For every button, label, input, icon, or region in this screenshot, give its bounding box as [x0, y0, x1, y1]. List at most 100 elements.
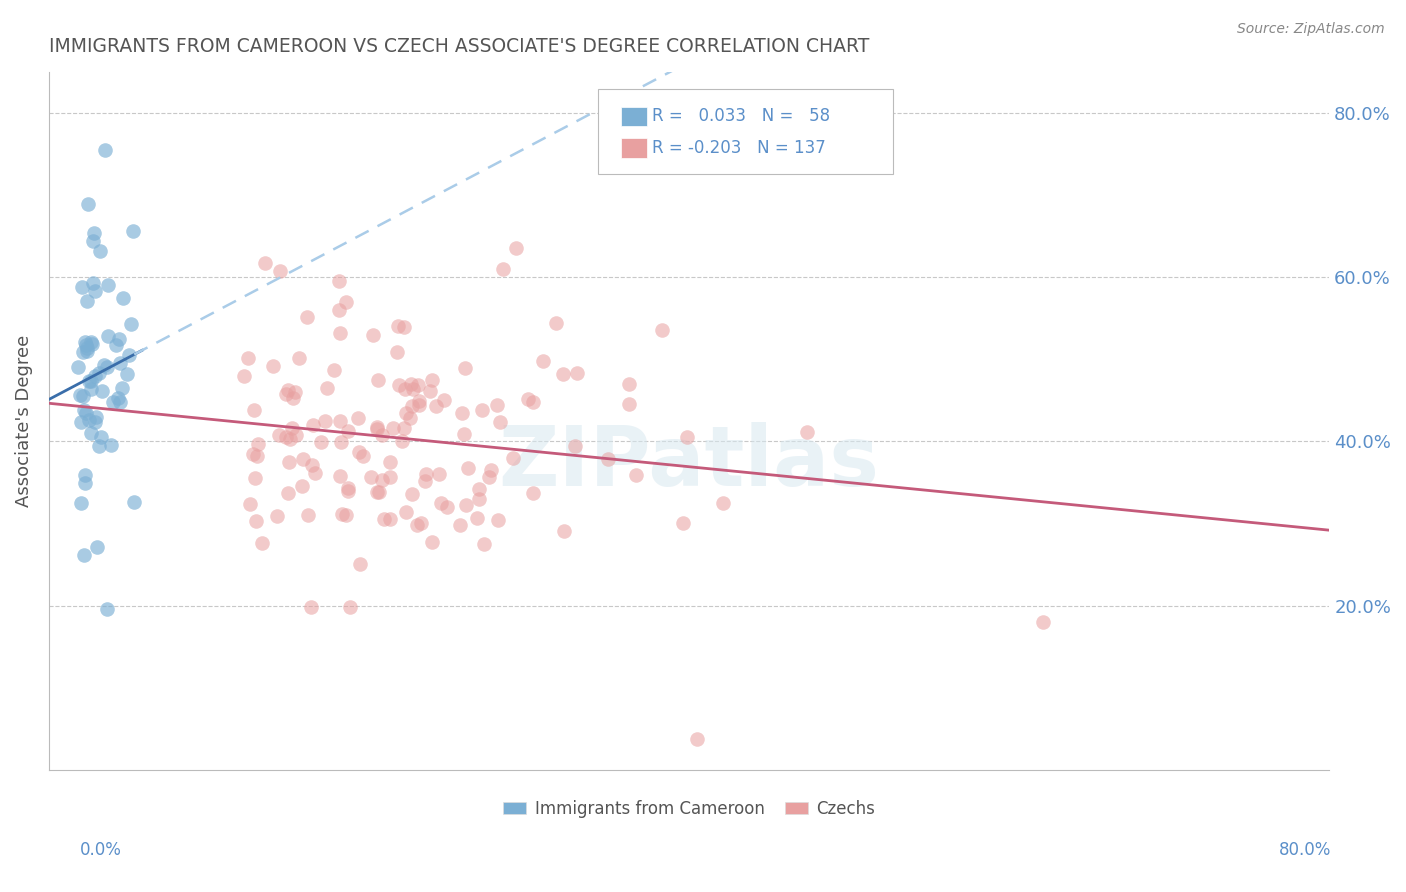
Point	[278, 432, 301, 446]
Point	[72, 389, 94, 403]
Point	[472, 537, 495, 551]
Point	[67, 359, 90, 374]
Point	[245, 471, 267, 485]
Point	[408, 394, 430, 409]
Point	[328, 303, 350, 318]
Point	[335, 294, 357, 309]
Point	[402, 382, 425, 396]
Point	[122, 495, 145, 509]
Point	[91, 384, 114, 398]
Point	[281, 421, 304, 435]
Point	[242, 447, 264, 461]
Point	[361, 328, 384, 343]
Point	[304, 467, 326, 481]
Point	[110, 395, 132, 409]
Point	[489, 415, 512, 429]
Point	[84, 415, 107, 429]
Point	[278, 455, 301, 469]
Point	[89, 244, 111, 258]
Point	[245, 514, 267, 528]
Point	[671, 516, 693, 531]
Point	[436, 500, 458, 515]
Point	[394, 382, 416, 396]
Point	[281, 391, 304, 405]
Text: R = -0.203   N = 137: R = -0.203 N = 137	[652, 139, 827, 157]
Point	[425, 399, 447, 413]
Point	[394, 504, 416, 518]
Point	[314, 414, 336, 428]
Point	[80, 337, 103, 351]
Point	[76, 341, 98, 355]
Point	[309, 434, 332, 449]
Point	[287, 351, 309, 365]
Point	[478, 470, 501, 484]
Point	[80, 334, 103, 349]
Point	[299, 599, 322, 614]
Point	[105, 338, 128, 352]
Point	[373, 512, 395, 526]
Point	[468, 492, 491, 507]
Point	[120, 317, 142, 331]
Point	[651, 323, 673, 337]
Point	[83, 226, 105, 240]
Point	[413, 474, 436, 488]
Point	[232, 369, 254, 384]
Point	[90, 430, 112, 444]
Point	[553, 367, 575, 381]
Point	[522, 485, 544, 500]
Point	[360, 470, 382, 484]
Point	[378, 455, 401, 469]
Point	[366, 484, 388, 499]
Point	[76, 344, 98, 359]
Text: R =   0.033   N =   58: R = 0.033 N = 58	[652, 107, 831, 126]
Point	[479, 462, 502, 476]
Point	[619, 397, 641, 411]
Point	[411, 516, 433, 531]
Point	[486, 398, 509, 412]
Point	[284, 385, 307, 400]
Point	[246, 450, 269, 464]
Point	[96, 360, 118, 375]
Point	[93, 358, 115, 372]
Point	[111, 381, 134, 395]
Point	[711, 496, 734, 510]
Point	[492, 262, 515, 277]
Point	[302, 417, 325, 432]
Point	[619, 377, 641, 392]
Y-axis label: Associate's Degree: Associate's Degree	[15, 334, 32, 507]
Point	[107, 392, 129, 406]
Point	[76, 197, 98, 211]
Point	[433, 393, 456, 408]
Point	[328, 326, 350, 341]
Point	[112, 291, 135, 305]
Point	[84, 284, 107, 298]
Point	[502, 450, 524, 465]
Point	[676, 430, 699, 444]
Point	[486, 513, 509, 527]
Point	[73, 548, 96, 562]
Point	[387, 345, 409, 359]
Point	[408, 399, 430, 413]
Point	[430, 495, 453, 509]
Point	[122, 224, 145, 238]
Point	[335, 508, 357, 522]
Text: ZIPatlas: ZIPatlas	[499, 422, 880, 503]
Point	[328, 274, 350, 288]
Point	[451, 406, 474, 420]
Point	[598, 451, 620, 466]
Point	[401, 487, 423, 501]
Point	[276, 383, 298, 397]
Point	[330, 434, 353, 449]
Text: 80.0%: 80.0%	[1278, 840, 1331, 858]
Point	[117, 348, 139, 362]
Point	[77, 374, 100, 388]
Point	[72, 344, 94, 359]
Point	[796, 425, 818, 439]
Point	[420, 373, 443, 387]
Point	[415, 467, 437, 482]
Point	[97, 329, 120, 343]
Point	[274, 387, 297, 401]
Point	[387, 319, 409, 334]
Point	[69, 388, 91, 402]
Point	[101, 394, 124, 409]
